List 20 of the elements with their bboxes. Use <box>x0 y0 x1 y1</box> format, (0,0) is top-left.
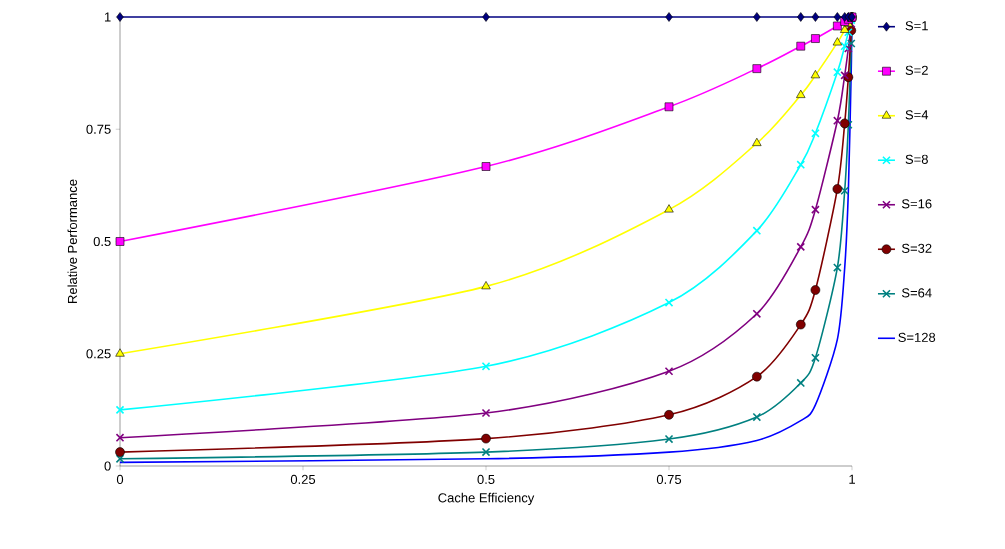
legend-label: S=4 <box>905 110 929 120</box>
x-axis-title: Cache Efficiency <box>438 492 535 505</box>
y-tick-label: 1 <box>104 12 111 22</box>
x-tick-label: 0.25 <box>290 474 316 484</box>
y-tick-label: 0 <box>104 461 111 471</box>
y-tick-label: 0.25 <box>86 349 111 359</box>
legend-label: S=2 <box>905 65 928 75</box>
legend-label: S=32 <box>901 243 932 253</box>
y-axis-title: Relative Performance <box>67 179 78 303</box>
y-tick-label: 0.5 <box>93 236 111 247</box>
x-tick-label: 0.75 <box>656 474 682 484</box>
legend-label: S=1 <box>905 21 928 31</box>
legend-label: S=16 <box>901 199 932 209</box>
x-tick-label: 0 <box>116 474 124 484</box>
x-tick-label: 0.5 <box>477 474 495 484</box>
legend-label: S=8 <box>905 154 928 164</box>
y-tick-label: 0.75 <box>86 124 111 134</box>
x-tick-label: 1 <box>849 474 855 484</box>
legend-label: S=128 <box>898 332 936 342</box>
legend-label: S=64 <box>901 288 932 298</box>
